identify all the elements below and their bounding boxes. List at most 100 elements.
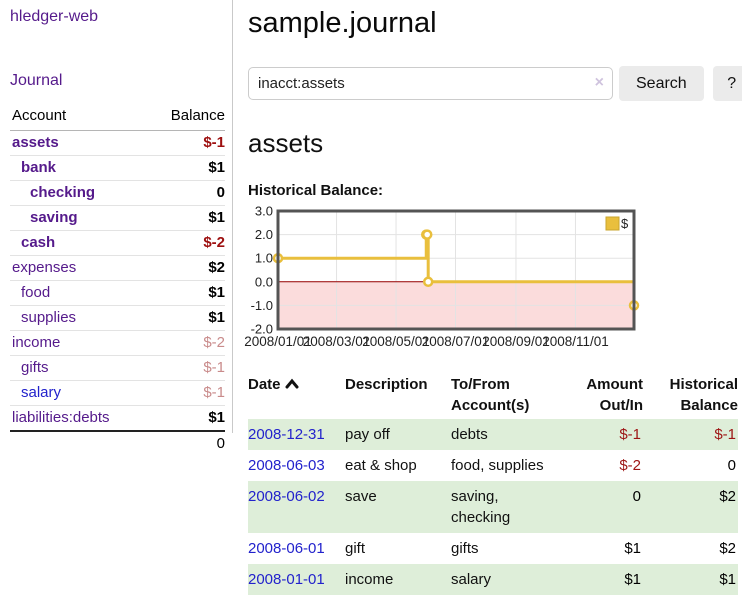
y-axis-tick-label: 2.0 xyxy=(255,227,273,242)
search-form: × Search ? xyxy=(248,66,742,101)
account-heading: assets xyxy=(248,128,324,158)
clear-search-icon[interactable]: × xyxy=(594,74,604,91)
sidebar-account-row: food $1 xyxy=(10,280,225,306)
brand-link[interactable]: hledger-web xyxy=(10,8,99,25)
transaction-accounts: salary xyxy=(451,571,492,588)
y-axis-tick-label: 3.0 xyxy=(255,204,273,219)
y-axis-tick-label: 0.0 xyxy=(255,274,273,289)
sidebar-account-row: bank $1 xyxy=(10,155,225,181)
register-row: 2008-06-01 gift gifts $1 $2 xyxy=(248,533,738,564)
sidebar-account-link[interactable]: assets xyxy=(12,134,59,151)
register-header-balance: Historical Balance xyxy=(669,376,738,414)
sidebar-account-link[interactable]: supplies xyxy=(21,309,77,326)
transaction-balance: $1 xyxy=(719,571,736,588)
account-balance: $2 xyxy=(208,259,225,276)
help-button[interactable]: ? xyxy=(712,66,742,101)
sidebar-account-link[interactable]: gifts xyxy=(21,359,49,376)
page-title: sample.journal xyxy=(248,7,437,39)
account-balance: $1 xyxy=(208,409,225,426)
transaction-description: eat & shop xyxy=(345,457,417,474)
sidebar-total-row: 0 xyxy=(10,430,225,456)
transaction-balance: $2 xyxy=(719,488,736,505)
brand: hledger-web xyxy=(10,6,225,26)
register-row: 2008-06-02 save saving, checking 0 $2 xyxy=(248,481,738,533)
transaction-amount: $-1 xyxy=(619,426,641,443)
transaction-amount: $1 xyxy=(624,540,641,557)
accounts-header-balance: Balance xyxy=(147,105,225,131)
transaction-amount: 0 xyxy=(632,488,641,505)
sort-ascending-icon xyxy=(285,378,299,389)
chart-title: Historical Balance: xyxy=(248,182,384,199)
sidebar-account-row: liabilities:debts $1 xyxy=(10,405,225,432)
register-header-description: Description xyxy=(345,376,428,393)
transaction-description: gift xyxy=(345,540,366,557)
register-header-date[interactable]: Date xyxy=(248,371,345,419)
y-axis-tick-label: -1.0 xyxy=(251,298,273,313)
y-axis-tick-label: -2.0 xyxy=(251,322,273,337)
sidebar-account-row: income $-2 xyxy=(10,330,225,356)
transaction-accounts: debts xyxy=(451,426,488,443)
x-axis-tick-label: 2008/11/01 xyxy=(542,334,609,349)
x-axis-tick-label: 2008/01/01 xyxy=(244,334,312,349)
transaction-accounts: saving, checking xyxy=(451,488,511,526)
transaction-balance: $-1 xyxy=(714,426,736,443)
sidebar-account-link[interactable]: cash xyxy=(21,234,56,251)
sidebar-account-link[interactable]: liabilities:debts xyxy=(12,409,110,426)
transaction-date-link[interactable]: 2008-01-01 xyxy=(248,571,325,588)
account-balance: $-1 xyxy=(203,359,225,376)
sidebar-account-link[interactable]: checking xyxy=(30,184,96,201)
accounts-header-row: Account Balance xyxy=(10,105,225,131)
account-balance: $1 xyxy=(208,209,225,226)
x-axis-tick-label: 2008/03/01 xyxy=(303,334,371,349)
sidebar-account-row: assets $-1 xyxy=(10,130,225,156)
register-row: 2008-06-03 eat & shop food, supplies $-2 0 xyxy=(248,450,738,481)
sidebar-item-journal[interactable]: Journal xyxy=(10,72,63,89)
account-balance: $-1 xyxy=(203,384,225,401)
account-balance: 0 xyxy=(216,184,225,201)
sidebar-account-row: supplies $1 xyxy=(10,305,225,331)
transaction-amount: $-2 xyxy=(619,457,641,474)
legend-label: $ xyxy=(621,216,629,231)
balance-chart-svg[interactable]: $3.0 2.0 1.0 0.0 -1.0 -2.02008/01/012008/03/0… xyxy=(244,204,648,355)
transaction-balance: 0 xyxy=(727,457,736,474)
transaction-date-link[interactable]: 2008-06-01 xyxy=(248,540,325,557)
sidebar-account-row: cash $-2 xyxy=(10,230,225,256)
main-content: sample.journal × Search ? assets Histori… xyxy=(233,0,742,595)
transaction-accounts: gifts xyxy=(451,540,479,557)
accounts-table: Account Balance assets $-1 bank $1 checking 0… xyxy=(10,105,225,456)
register-table: Date Description To/From Account(s) Amoun… xyxy=(248,371,738,595)
accounts-header-account: Account xyxy=(10,105,148,131)
sidebar-account-link[interactable]: income xyxy=(12,334,61,351)
account-balance: $-2 xyxy=(203,234,225,251)
accounts-total: 0 xyxy=(147,430,225,456)
sidebar-account-row: expenses $2 xyxy=(10,255,225,281)
transaction-description: pay off xyxy=(345,426,390,443)
transaction-balance: $2 xyxy=(719,540,736,557)
search-button[interactable]: Search xyxy=(619,66,704,101)
plot-border xyxy=(276,209,636,331)
sidebar-account-row: salary $-1 xyxy=(10,380,225,406)
sidebar-account-row: checking 0 xyxy=(10,180,225,206)
sidebar-account-link[interactable]: salary xyxy=(21,384,62,401)
sidebar-account-row: gifts $-1 xyxy=(10,355,225,381)
search-input[interactable] xyxy=(248,67,613,100)
transaction-date-link[interactable]: 2008-06-02 xyxy=(248,488,325,505)
account-balance: $1 xyxy=(208,284,225,301)
transaction-date-link[interactable]: 2008-12-31 xyxy=(248,426,325,443)
sidebar-account-link[interactable]: expenses xyxy=(12,259,77,276)
x-axis-tick-label: 2008/09/01 xyxy=(482,334,550,349)
register-row: 2008-01-01 income salary $1 $1 xyxy=(248,564,738,595)
sidebar-account-link[interactable]: bank xyxy=(21,159,57,176)
balance-chart[interactable]: $3.0 2.0 1.0 0.0 -1.0 -2.0 2008/01/01 2008/03/0… xyxy=(244,204,742,355)
sidebar-account-link[interactable]: saving xyxy=(30,209,78,226)
transaction-amount: $1 xyxy=(624,571,641,588)
x-axis-tick-label: 2008/05/01 xyxy=(362,334,430,349)
y-axis-tick-label: 1.0 xyxy=(255,251,273,266)
transaction-date-link[interactable]: 2008-06-03 xyxy=(248,457,325,474)
data-point-marker xyxy=(421,229,433,240)
legend-swatch xyxy=(605,216,620,231)
transaction-accounts: food, supplies xyxy=(451,457,544,474)
sidebar-account-link[interactable]: food xyxy=(21,284,51,301)
register-header-amount: Amount Out/In xyxy=(586,376,643,414)
register-header-accounts: To/From Account(s) xyxy=(451,376,530,414)
